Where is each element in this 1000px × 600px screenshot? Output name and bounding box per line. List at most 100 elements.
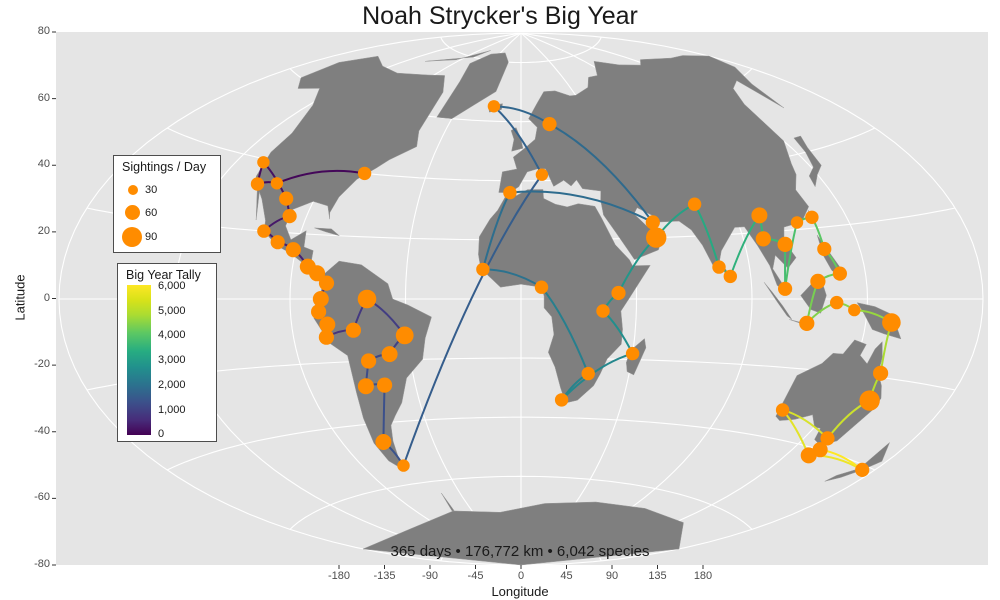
sighting-point (357, 378, 374, 395)
sighting-point (257, 156, 270, 169)
sighting-point (535, 168, 549, 181)
x-tick-label: -135 (373, 570, 396, 582)
size-legend-title: Sightings / Day (122, 160, 207, 174)
sighting-point (476, 262, 490, 277)
sighting-point (581, 366, 595, 381)
sighting-point (395, 326, 414, 345)
land-australia (775, 339, 883, 446)
sighting-point (312, 291, 329, 307)
land-greenland (436, 52, 509, 119)
route-segment (509, 190, 654, 224)
sighting-point (805, 210, 819, 224)
sighting-point (487, 100, 501, 113)
sighting-point (361, 353, 377, 369)
x-tick-label: -90 (422, 570, 438, 582)
tally-tick: 1,000 (158, 404, 186, 416)
land-antarctica (362, 492, 684, 566)
sighting-point (282, 209, 297, 224)
y-tick-label: 40 (37, 158, 50, 171)
sighting-point (318, 329, 334, 345)
route-segment (382, 385, 386, 443)
sighting-point (270, 235, 285, 250)
sighting-point (859, 390, 880, 411)
y-tick-label: 0 (43, 291, 50, 304)
x-tick-label: -45 (467, 570, 484, 582)
sighting-point (554, 393, 569, 407)
sighting-point (625, 346, 640, 361)
sighting-point (309, 265, 326, 282)
land-sumatra (763, 282, 793, 320)
sighting-point (250, 177, 265, 191)
sighting-point (279, 191, 294, 206)
sighting-point (775, 403, 790, 417)
route-segment (493, 105, 543, 176)
sighting-point (397, 459, 410, 472)
size-legend-entry: 30 (114, 180, 214, 202)
land-cuba (314, 227, 340, 236)
y-axis-title: Latitude (12, 274, 28, 321)
y-tick-label: 20 (37, 224, 50, 237)
tally-tick: 4,000 (158, 329, 186, 341)
chart-title: Noah Strycker's Big Year (362, 2, 638, 30)
land-uk (510, 127, 524, 152)
x-tick-label: 180 (693, 570, 713, 582)
sighting-point (311, 304, 327, 320)
sighting-point (687, 197, 702, 211)
tally-legend: Big Year Tally 6,000 5,000 4,000 3,000 2… (117, 263, 217, 442)
tally-tick: 3,000 (158, 354, 186, 366)
axis-ticks (52, 31, 704, 569)
sighting-point (596, 304, 610, 318)
parallel-line (166, 416, 876, 471)
sighting-point (873, 365, 889, 381)
x-axis-title: Longitude (491, 584, 549, 599)
tally-tick: 0 (158, 428, 165, 440)
sighting-point (799, 315, 815, 331)
trip-summary: 365 days • 176,772 km • 6,042 species (390, 543, 650, 560)
route-segment (549, 123, 654, 223)
sighting-point (503, 185, 517, 200)
x-tick-label: 0 (517, 570, 525, 582)
tally-legend-title: Big Year Tally (126, 268, 201, 282)
size-legend-entry: 90 (114, 227, 214, 249)
color-bar (127, 285, 151, 435)
route-segment (402, 174, 543, 466)
sighting-point (377, 377, 393, 393)
y-tick-label: -20 (34, 358, 50, 371)
sighting-point (285, 242, 301, 258)
parallel-line (289, 475, 753, 530)
y-tick-label: 60 (37, 91, 50, 104)
sighting-point (357, 289, 377, 309)
sighting-point (645, 215, 660, 230)
x-tick-label: 90 (605, 570, 619, 582)
x-tick-label: 45 (560, 570, 573, 582)
sighting-point (882, 313, 901, 332)
x-tick-label: 135 (648, 570, 667, 582)
sighting-point (257, 224, 271, 238)
route-segment (276, 169, 365, 185)
land-arctic-islands (425, 50, 491, 62)
route-segment (540, 286, 590, 374)
sighting-point (817, 241, 832, 257)
sighting-point (832, 266, 848, 281)
route-segment (560, 352, 633, 401)
y-tick-label: 80 (37, 25, 50, 37)
sighting-point (611, 285, 626, 301)
sighting-point (357, 166, 372, 181)
sighting-point (534, 280, 549, 294)
y-tick-label: -60 (34, 491, 50, 504)
land-japan (793, 135, 822, 188)
size-legend: Sightings / Day 30 60 90 (113, 155, 221, 253)
y-tick-label: -80 (34, 558, 50, 570)
sighting-point (318, 275, 335, 291)
sighting-point (848, 303, 861, 317)
sighting-point (319, 316, 336, 333)
sighting-point (751, 207, 768, 224)
tally-tick: 2,000 (158, 379, 186, 391)
sighting-point (778, 281, 793, 296)
sighting-point (810, 273, 826, 289)
size-legend-entry: 60 (114, 203, 214, 225)
sighting-point (542, 117, 557, 132)
sighting-point (777, 236, 793, 252)
sighting-point (712, 260, 726, 274)
